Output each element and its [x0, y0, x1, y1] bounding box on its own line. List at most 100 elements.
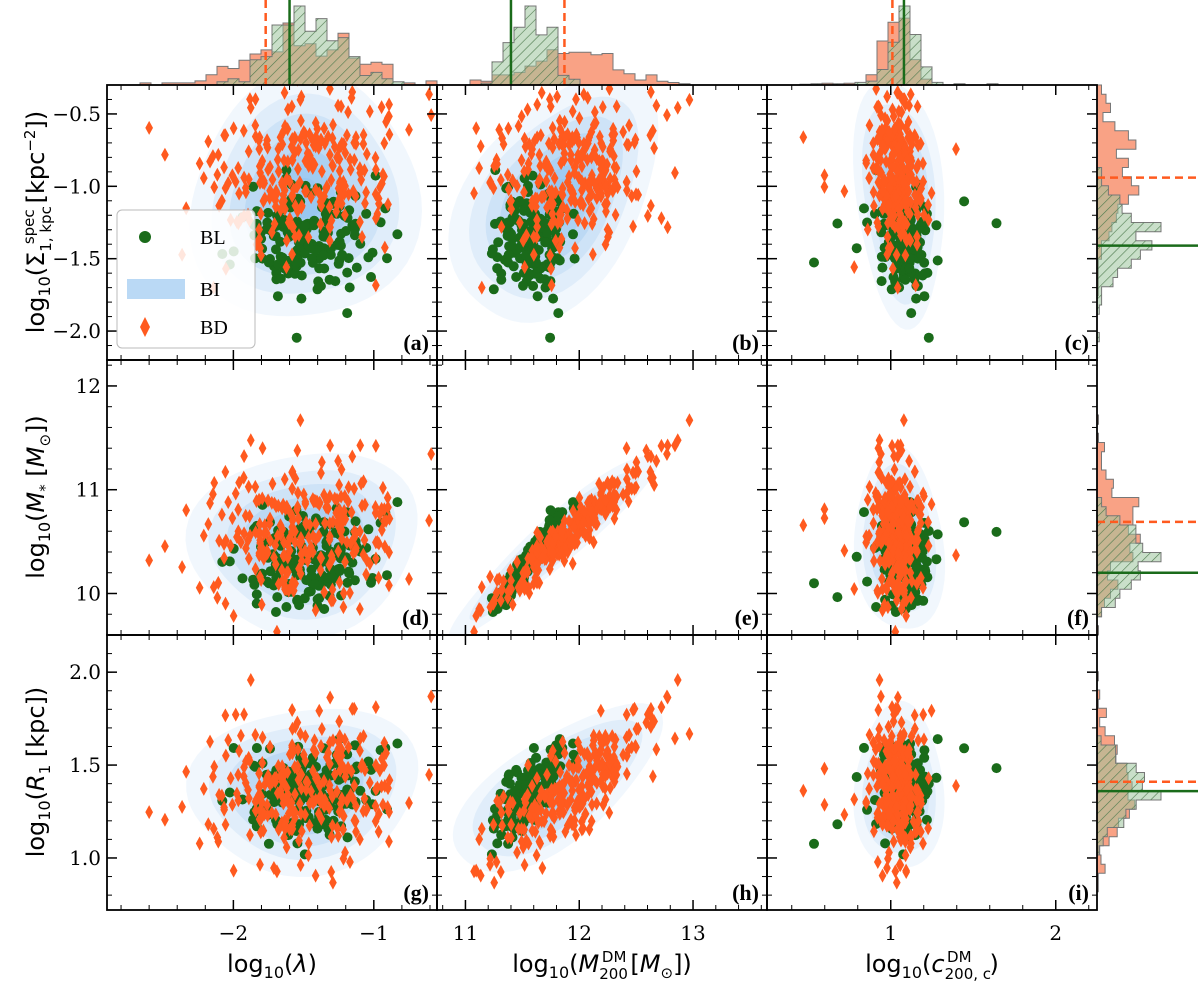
bl-point	[303, 586, 314, 597]
bd-point	[875, 188, 884, 203]
bd-point	[213, 590, 222, 605]
bd-point	[516, 215, 524, 230]
bl-point	[323, 572, 334, 583]
bd-point	[379, 480, 387, 495]
bd-point	[316, 788, 325, 803]
bd-point	[568, 183, 576, 198]
bd-point	[888, 211, 896, 226]
bd-point	[840, 807, 849, 822]
bl-point	[991, 218, 1002, 229]
bd-point	[251, 794, 260, 809]
x-axis-label-m200: log10(M200DM [M⊙])	[512, 948, 692, 983]
bd-point	[580, 792, 588, 807]
bd-point	[356, 602, 364, 617]
bd-point	[341, 554, 349, 569]
bd-point	[894, 778, 903, 793]
bd-point	[592, 796, 601, 811]
bd-point	[590, 772, 599, 787]
bl-point	[524, 270, 535, 281]
bd-point	[862, 794, 871, 809]
bd-point	[352, 130, 360, 145]
bd-point	[380, 539, 389, 554]
bd-point	[865, 479, 874, 494]
bd-point	[908, 574, 916, 589]
bd-point	[490, 159, 499, 174]
bd-point	[244, 144, 253, 159]
bd-point	[888, 261, 897, 276]
bd-point	[385, 773, 394, 788]
bd-point	[820, 761, 829, 776]
bd-point	[887, 729, 896, 744]
bd-point	[903, 513, 912, 528]
bd-point	[346, 585, 354, 600]
bd-point	[884, 471, 893, 486]
bd-point	[315, 703, 324, 718]
bl-point	[931, 220, 942, 231]
bd-point	[507, 573, 515, 588]
bd-point	[274, 822, 283, 837]
bd-point	[884, 198, 893, 213]
bd-point	[347, 505, 356, 520]
bd-point	[246, 672, 255, 687]
bd-point	[276, 783, 285, 798]
bl-point	[906, 600, 917, 611]
bd-point	[283, 122, 292, 137]
bl-point	[931, 772, 942, 783]
bd-point	[288, 131, 297, 146]
bd-point	[280, 153, 288, 168]
bd-point	[869, 516, 878, 531]
bd-point	[890, 753, 899, 768]
bd-point	[285, 822, 294, 837]
bd-point	[924, 821, 932, 836]
bd-point	[350, 778, 359, 793]
bd-point	[543, 534, 551, 549]
bd-point	[528, 778, 536, 793]
bd-point	[875, 433, 884, 448]
bd-point	[245, 509, 254, 524]
bd-point	[363, 147, 371, 162]
bl-point	[271, 607, 281, 617]
bl-point	[487, 244, 498, 255]
bd-point	[905, 454, 913, 469]
bd-point	[508, 796, 517, 811]
bd-point	[235, 743, 243, 758]
bd-point	[258, 756, 267, 771]
bd-point	[878, 183, 887, 198]
bd-point	[894, 140, 903, 155]
bl-point	[506, 240, 517, 251]
bd-point	[334, 828, 343, 843]
bd-point	[359, 136, 368, 151]
bd-point	[161, 812, 169, 827]
bd-point	[237, 728, 245, 743]
y-tick-label: 11	[76, 478, 101, 502]
bd-point	[265, 516, 274, 531]
bd-point	[256, 536, 265, 551]
bl-point	[325, 249, 336, 260]
bd-point	[295, 228, 303, 243]
bd-point	[276, 518, 285, 533]
bd-point	[547, 782, 556, 797]
bd-point	[267, 225, 276, 240]
bd-point	[321, 516, 329, 531]
bd-point	[178, 799, 186, 814]
bd-point	[321, 792, 329, 807]
bd-point	[256, 569, 264, 584]
bd-point	[622, 175, 631, 190]
bl-point	[568, 229, 578, 240]
bd-point	[892, 593, 901, 608]
bl-point	[263, 207, 274, 218]
bd-point	[532, 848, 541, 863]
bd-point	[557, 207, 565, 222]
bd-point	[892, 560, 901, 575]
x-tick-label: −1	[359, 921, 388, 945]
bd-point	[251, 118, 260, 133]
bl-point	[296, 293, 307, 304]
bl-point	[492, 263, 503, 274]
bd-point	[334, 181, 343, 196]
bd-point	[914, 493, 923, 508]
bd-point	[590, 105, 599, 120]
bd-point	[233, 529, 241, 544]
bd-point	[313, 771, 322, 786]
bd-point	[903, 746, 912, 761]
